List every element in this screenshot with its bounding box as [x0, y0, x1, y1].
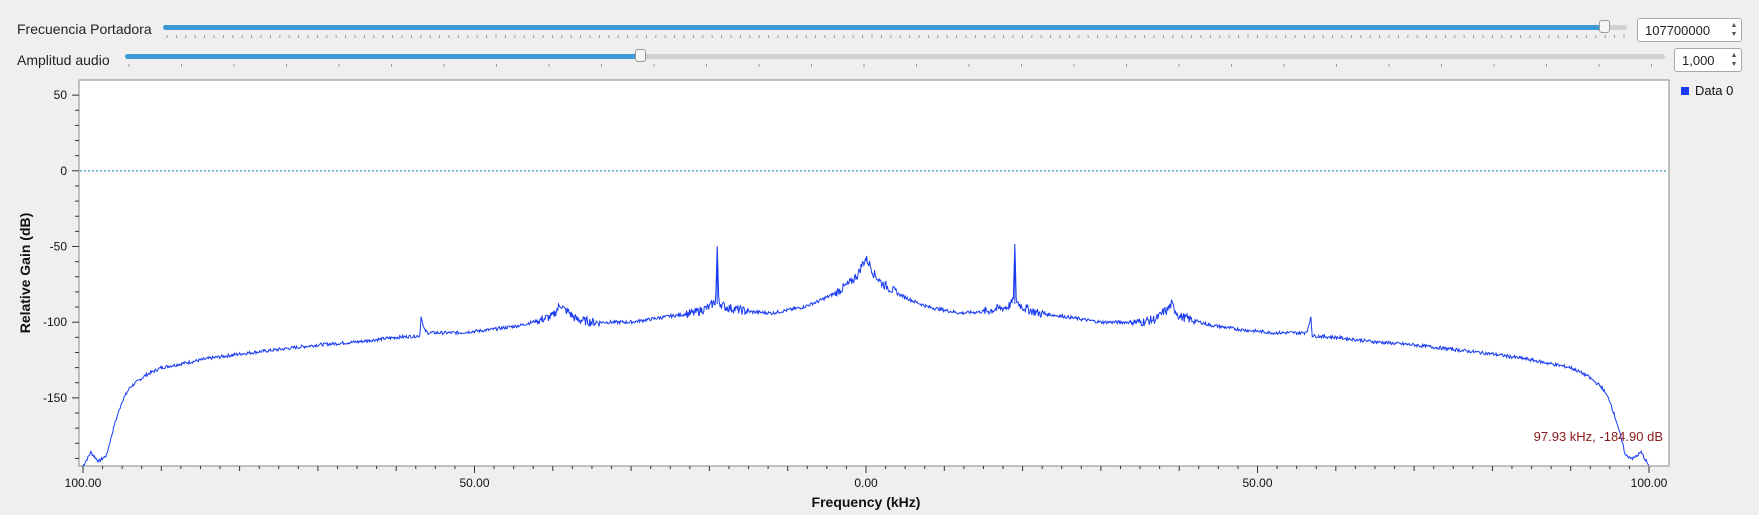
x-tick-label: 100.00	[65, 476, 102, 490]
y-tick-label: -150	[43, 391, 67, 405]
audio-amplitude-slider[interactable]	[125, 49, 1665, 62]
x-tick-label: 50.00	[459, 476, 489, 490]
audio-amplitude-slider-handle[interactable]	[635, 49, 646, 62]
x-tick-label: 0.00	[854, 476, 878, 490]
x-tick-label: 50.00	[1242, 476, 1272, 490]
y-tick-label: 0	[60, 164, 67, 178]
spectrum-plot[interactable]: 500-50-100-150 100.00 50.00 0.00 50.00 100.0…	[0, 76, 1759, 515]
x-axis: 100.00 50.00 0.00 50.00 100.00	[65, 466, 1668, 490]
carrier-frequency-slider-ticks	[166, 35, 1625, 38]
carrier-frequency-slider[interactable]	[163, 20, 1627, 33]
audio-amplitude-value[interactable]: 1,000	[1682, 53, 1715, 68]
carrier-frequency-spinbox[interactable]: 107700000 ▲ ▼	[1637, 18, 1742, 42]
audio-amplitude-slider-ticks	[128, 64, 1652, 67]
carrier-frequency-slider-handle[interactable]	[1599, 20, 1610, 33]
series-data-0-trace	[82, 243, 1650, 467]
legend-entry-data-0: Data 0	[1695, 83, 1733, 98]
y-tick-label: 50	[54, 88, 68, 102]
audio-amplitude-slider-fill	[125, 54, 641, 59]
y-axis-title: Relative Gain (dB)	[17, 213, 33, 334]
spin-arrows-icon[interactable]: ▲ ▼	[1730, 22, 1738, 38]
carrier-frequency-row: Frecuencia Portadora 107700000 ▲ ▼	[0, 16, 1759, 44]
audio-amplitude-spinbox[interactable]: 1,000 ▲ ▼	[1674, 48, 1742, 72]
x-tick-label: 100.00	[1631, 476, 1668, 490]
y-tick-label: -50	[50, 240, 68, 254]
x-axis-title: Frequency (kHz)	[812, 494, 921, 510]
carrier-frequency-value[interactable]: 107700000	[1645, 23, 1711, 38]
y-axis: 50 0 -50 -100 -150	[43, 88, 79, 459]
spin-arrows-icon[interactable]: ▲ ▼	[1730, 52, 1738, 68]
carrier-frequency-label: Frecuencia Portadora	[17, 21, 152, 37]
marker-readout: 97.93 kHz, -184.90 dB	[1534, 429, 1663, 444]
audio-amplitude-row: Amplitud audio 1,000 ▲ ▼	[0, 47, 1759, 75]
y-tick-label: -100	[43, 315, 67, 329]
audio-amplitude-label: Amplitud audio	[17, 52, 110, 68]
carrier-frequency-slider-fill	[163, 25, 1605, 30]
legend-swatch-data-0	[1681, 87, 1689, 95]
